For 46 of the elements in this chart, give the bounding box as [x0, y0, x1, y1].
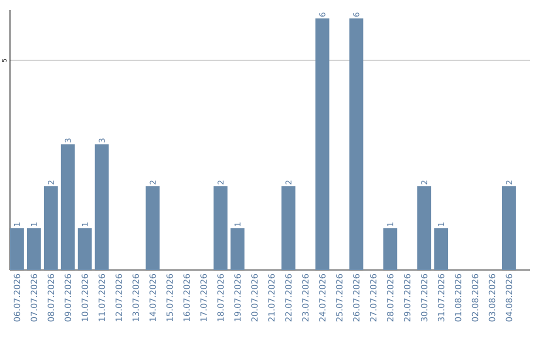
bar: [349, 18, 364, 270]
bar: [26, 228, 41, 270]
x-tick-label: 10.07.2026: [82, 274, 88, 322]
bar: [60, 144, 75, 270]
x-tick-label: 01.08.2026: [454, 274, 462, 322]
x-tick-label: 11.07.2026: [98, 274, 105, 322]
x-tick-label: 06.07.2026: [14, 274, 20, 322]
bar: [230, 228, 244, 270]
bar: [10, 228, 24, 270]
x-tick-label: 08.07.2026: [48, 274, 54, 322]
x-tick-label: 31.07.2026: [438, 274, 444, 322]
x-tick-label: 24.07.2026: [319, 274, 326, 322]
bar: [94, 144, 109, 270]
x-tick-label: 28.07.2026: [387, 274, 394, 322]
x-tick-label: 23.07.2026: [302, 274, 309, 322]
x-tick-label: 22.07.2026: [285, 274, 292, 322]
x-tick-label: 29.07.2026: [404, 274, 410, 322]
bar: [502, 186, 516, 270]
x-tick-label: 14.07.2026: [149, 274, 156, 322]
x-tick-label: 07.07.2026: [30, 274, 38, 322]
x-tick-label: 18.07.2026: [217, 274, 224, 322]
x-tick-label: 03.08.2026: [488, 274, 496, 322]
bar: [78, 228, 92, 270]
bar: [315, 18, 330, 270]
x-tick-label: 19.07.2026: [234, 274, 241, 322]
x-tick-label: 26.07.2026: [353, 274, 360, 322]
x-tick-label: 21.07.2026: [268, 274, 275, 322]
bar: [214, 186, 228, 270]
x-tick-label: 17.07.2026: [200, 274, 207, 322]
bar: [281, 186, 296, 270]
x-tick-label: 15.07.2026: [166, 274, 173, 322]
bar: [146, 186, 160, 270]
x-tick-label: 13.07.2026: [132, 274, 139, 322]
bar: [417, 186, 432, 270]
bar: [383, 228, 398, 270]
x-tick-label: 16.07.2026: [183, 274, 190, 322]
x-tick-label: 20.07.2026: [251, 274, 258, 322]
x-tick-label: 02.08.2026: [472, 274, 478, 322]
x-tick-label: 25.07.2026: [336, 274, 343, 322]
x-tick-label: 27.07.2026: [370, 274, 376, 322]
x-tick-label: 12.07.2026: [116, 274, 122, 322]
bar: [44, 186, 58, 270]
x-tick-label: 30.07.2026: [420, 274, 428, 322]
x-tick-label: 09.07.2026: [64, 274, 72, 322]
x-tick-label: 04.08.2026: [506, 274, 512, 322]
bar: [434, 228, 448, 270]
